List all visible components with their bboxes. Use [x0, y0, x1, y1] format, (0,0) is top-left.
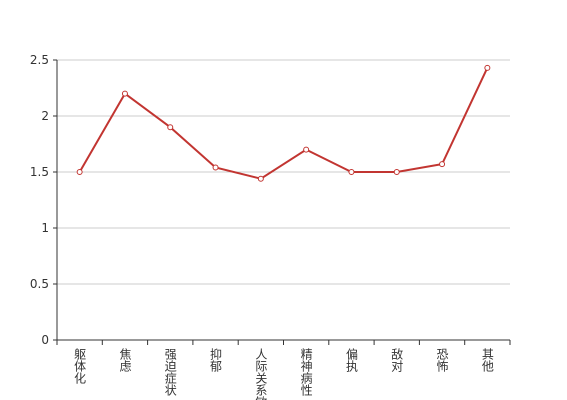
x-tick-label: 偏执	[344, 347, 358, 373]
point	[348, 169, 355, 175]
y-tick-label: 2.5	[30, 53, 49, 67]
x-tick-label: 强迫症状	[163, 348, 177, 396]
x-tick-label: 精神病性	[299, 348, 313, 397]
x-tick-label: 抑郁	[209, 347, 223, 373]
x-tick-label: 敌对	[390, 347, 404, 372]
point	[439, 161, 446, 168]
x-tick-label: 人际关系敏感	[254, 348, 268, 400]
point	[484, 64, 491, 71]
y-tick-label: 0	[41, 333, 49, 347]
x-tick-label: 其他	[480, 348, 494, 372]
point	[257, 175, 264, 182]
point	[167, 124, 174, 131]
point	[393, 169, 400, 175]
y-tick-label: 1	[41, 221, 49, 235]
point	[76, 169, 83, 175]
x-tick-label: 焦虑	[118, 348, 132, 372]
point	[303, 146, 310, 153]
x-tick-label: 躯体化	[73, 347, 87, 385]
line	[78, 67, 489, 180]
y-tick-label: 0.5	[30, 277, 49, 291]
point	[212, 164, 219, 171]
x-tick-label: 恐怖	[435, 348, 449, 372]
y-tick-label: 2	[41, 109, 49, 123]
y-tick-label: 1.5	[30, 165, 49, 179]
point	[121, 90, 128, 97]
